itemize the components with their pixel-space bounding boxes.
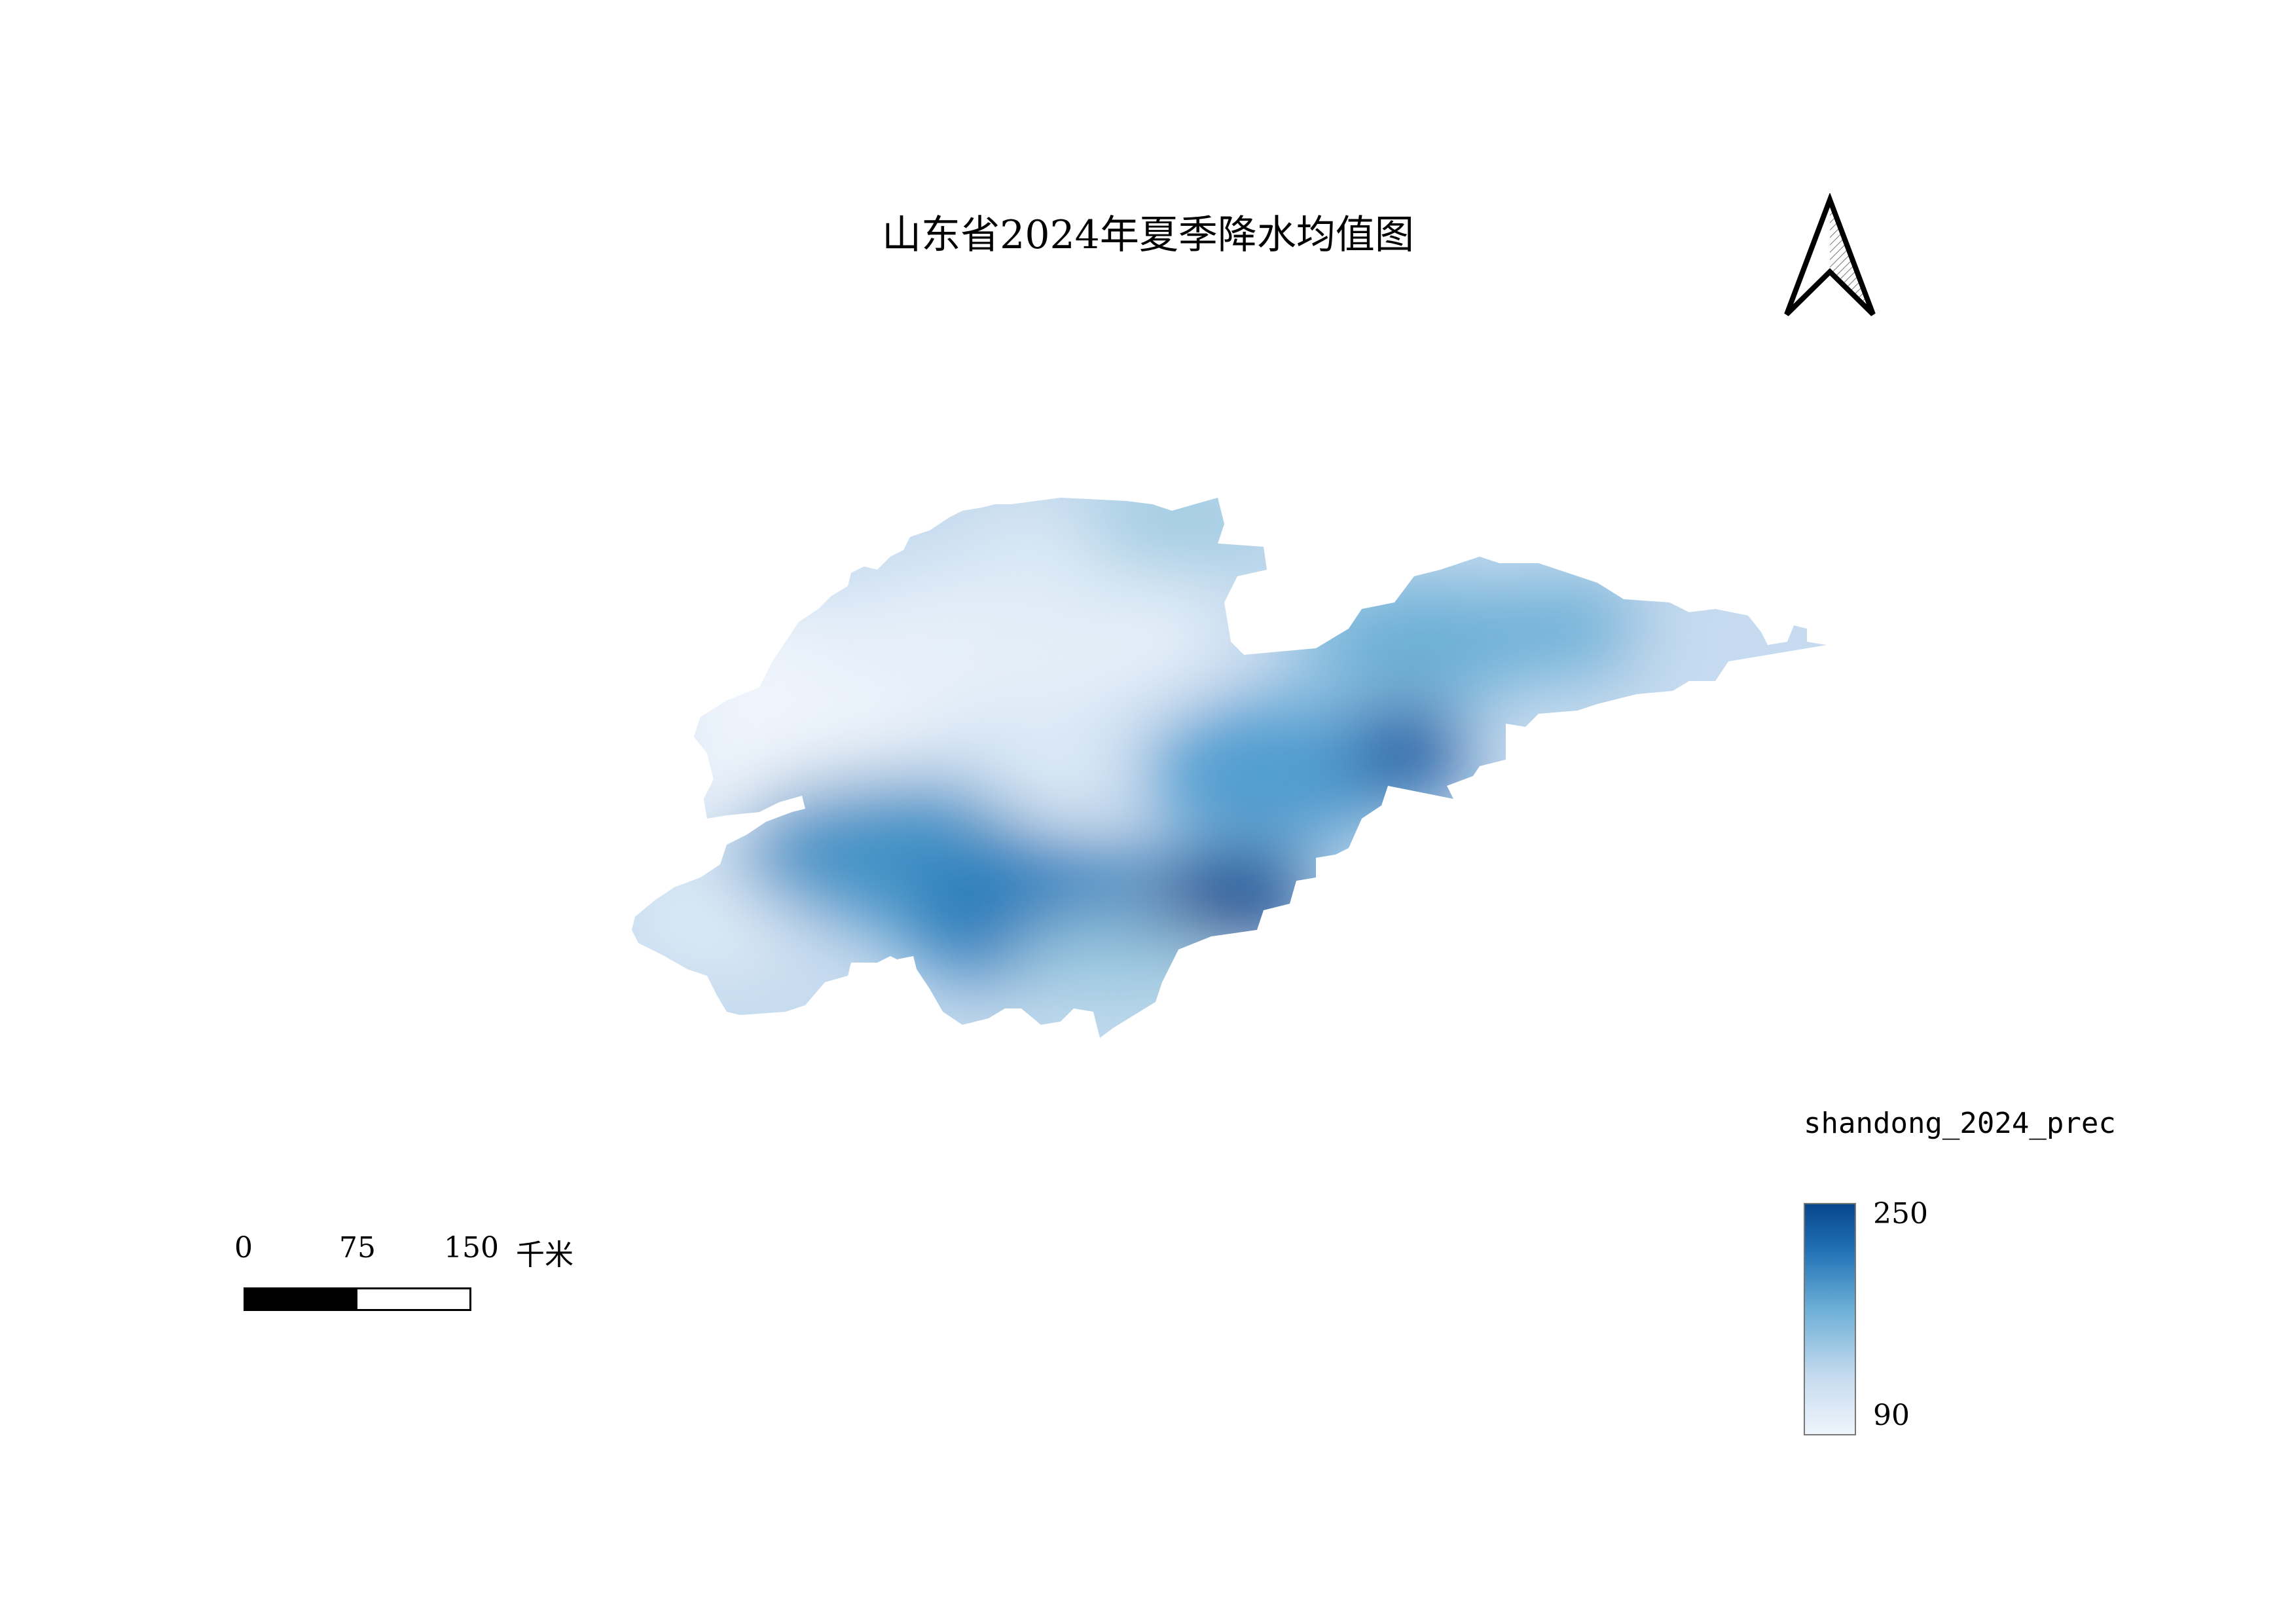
legend-max-label: 250 bbox=[1873, 1197, 1928, 1230]
scale-bar-segment-white bbox=[357, 1289, 469, 1309]
legend-title: shandong_2024_prec bbox=[1804, 1107, 2116, 1140]
scale-bar-tick-75: 75 bbox=[339, 1231, 376, 1264]
scale-bar-tick-150: 150 bbox=[444, 1231, 499, 1264]
map-title: 山东省2024年夏季降水均值图 bbox=[882, 212, 1414, 258]
scale-bar-graphic bbox=[244, 1287, 471, 1311]
legend-color-ramp bbox=[1804, 1203, 1856, 1435]
precipitation-raster bbox=[632, 498, 1827, 1038]
scale-bar-segment-black bbox=[246, 1289, 357, 1309]
scale-bar: 0 75 150 千米 bbox=[234, 1231, 629, 1316]
legend-min-label: 90 bbox=[1873, 1399, 1910, 1432]
scale-bar-unit: 千米 bbox=[516, 1238, 574, 1272]
legend: shandong_2024_prec 250 90 bbox=[1804, 1107, 2131, 1447]
scale-bar-tick-0: 0 bbox=[234, 1231, 253, 1264]
north-arrow-icon bbox=[1784, 193, 1876, 316]
